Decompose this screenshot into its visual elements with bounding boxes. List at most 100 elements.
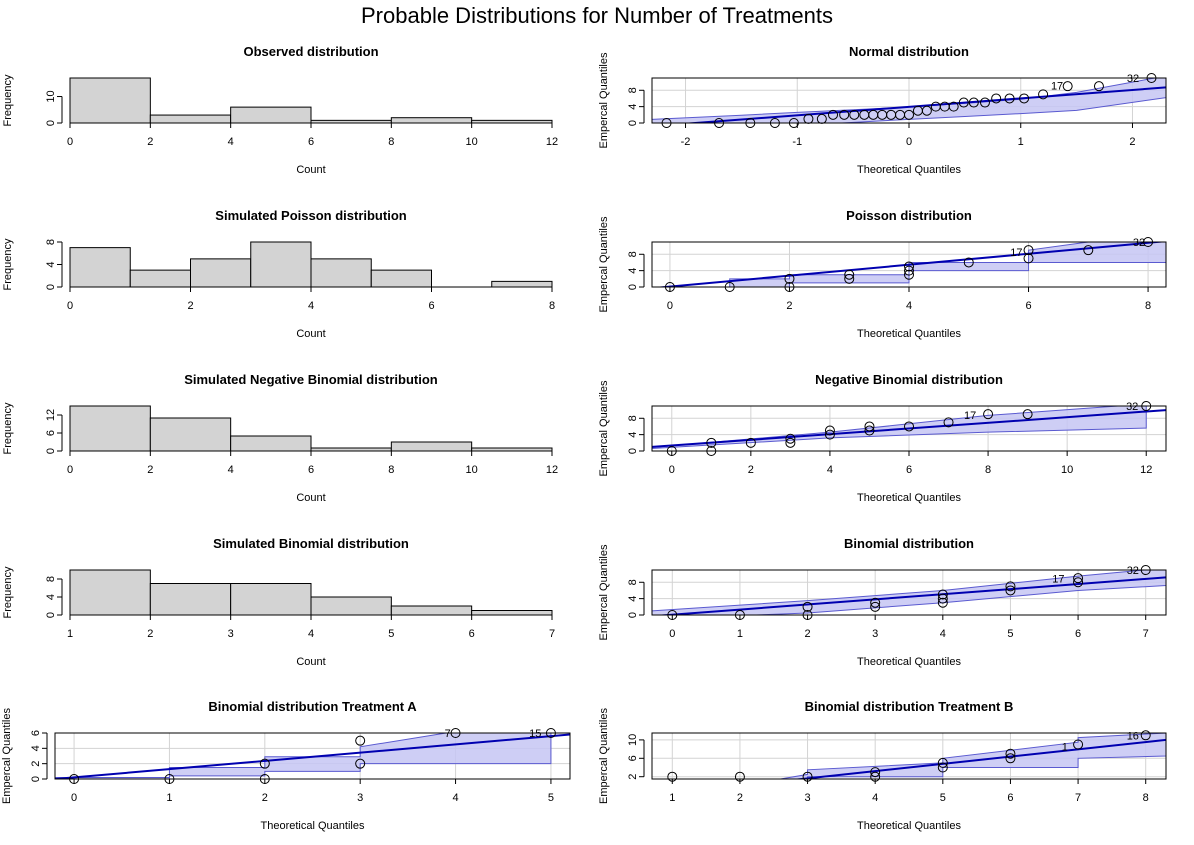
histogram-bar <box>390 441 473 452</box>
y-tick-label: 6 <box>627 755 639 761</box>
x-axis-label: Count <box>296 656 325 668</box>
data-point <box>968 97 979 108</box>
point-label: 17 <box>1051 80 1063 92</box>
histogram-bar <box>69 77 151 124</box>
panel-title: Simulated Negative Binomial distribution <box>184 372 438 387</box>
data-point <box>937 597 948 608</box>
histogram-bar <box>230 106 312 124</box>
x-axis: 1 2 3 4 5 6 7 8 <box>669 779 1149 804</box>
panel-title: Negative Binomial distribution <box>815 372 1003 387</box>
x-axis: -2 -1 0 1 2 <box>681 123 1136 148</box>
y-tick-label: 8 <box>627 87 639 93</box>
x-tick-label: 7 <box>1143 628 1149 640</box>
x-axis: 0 2 4 6 8 <box>667 287 1151 312</box>
data-point <box>1005 585 1016 596</box>
point-label: 32 <box>1133 237 1145 249</box>
y-tick-label: 6 <box>30 730 42 736</box>
x-tick-label: 3 <box>228 628 234 640</box>
y-tick-label: 2 <box>30 761 42 767</box>
x-tick-label: 2 <box>262 792 268 804</box>
y-axis-label: Frequency <box>2 566 14 618</box>
data-point <box>1023 253 1034 264</box>
x-axis: 0 2 4 6 8 10 12 <box>67 451 558 476</box>
data-point <box>839 109 850 120</box>
data-point <box>784 273 795 284</box>
data-point <box>355 735 366 746</box>
confidence-band <box>652 78 1166 123</box>
y-tick-label: 0 <box>45 120 57 126</box>
histogram-bar <box>491 280 553 288</box>
data-point <box>259 758 270 769</box>
x-tick-label: 3 <box>872 628 878 640</box>
points: 7 15 <box>69 728 556 784</box>
x-tick-label: 6 <box>1075 628 1081 640</box>
x-axis-label: Theoretical Quantiles <box>857 820 961 832</box>
x-tick-label: 4 <box>940 628 946 640</box>
histogram-bar <box>250 241 312 288</box>
x-tick-label: 0 <box>67 464 73 476</box>
x-tick-label: 5 <box>940 792 946 804</box>
point-label: 7 <box>445 728 451 740</box>
x-tick-label: 2 <box>748 464 754 476</box>
y-axis-label: Empercal Quantiles <box>1 708 13 804</box>
x-tick-label: 0 <box>667 300 673 312</box>
y-tick-label: 0 <box>45 612 57 618</box>
y-axis: 0 4 8 <box>45 239 63 290</box>
y-tick-label: 4 <box>30 745 42 751</box>
x-tick-label: 2 <box>147 628 153 640</box>
x-tick-label: 2 <box>786 300 792 312</box>
y-tick-label: 12 <box>45 409 57 421</box>
panel-2: Normal distribution 17 32 -2 -1 0 1 2 Theoretica… <box>598 44 1167 176</box>
data-point <box>1038 89 1049 100</box>
histogram-bar <box>149 417 232 452</box>
x-tick-label: 8 <box>1145 300 1151 312</box>
y-axis: 0 4 8 <box>627 87 645 126</box>
data-point <box>1073 577 1084 588</box>
x-axis-label: Theoretical Quantiles <box>857 656 961 668</box>
data-point <box>937 593 948 604</box>
data-point <box>983 409 994 420</box>
histogram-bar <box>390 117 473 124</box>
y-tick-label: 0 <box>627 120 639 126</box>
y-axis: 0 10 <box>45 90 63 126</box>
y-tick-label: 4 <box>627 268 639 274</box>
x-tick-label: 1 <box>669 792 675 804</box>
y-axis: 0 4 8 <box>627 251 645 290</box>
data-point <box>979 97 990 108</box>
point-label: 32 <box>1127 565 1139 577</box>
data-point <box>1005 748 1016 759</box>
panel-title: Binomial distribution Treatment A <box>208 699 417 714</box>
data-point <box>937 589 948 600</box>
panel-title: Simulated Poisson distribution <box>215 208 406 223</box>
y-axis-label: Empercal Quantiles <box>598 380 610 476</box>
y-axis: 0 4 8 <box>45 576 63 618</box>
histogram-bar <box>190 258 252 288</box>
y-tick-label: 10 <box>627 734 639 746</box>
histogram-bar <box>370 269 432 288</box>
data-point <box>864 425 875 436</box>
y-axis: 2 6 10 <box>627 734 645 780</box>
reference-line <box>792 738 1166 779</box>
panel-4: Poisson distribution 17 32 0 2 4 6 8 Theoretical… <box>598 208 1167 340</box>
x-tick-label: 6 <box>308 136 314 148</box>
x-tick-label: 12 <box>1140 464 1152 476</box>
y-axis: 0 6 12 <box>45 409 63 454</box>
panel-6: Negative Binomial distribution 17 32 0 2 4 6 8 1… <box>598 372 1167 504</box>
x-axis: 0 1 2 3 4 5 <box>71 779 554 804</box>
histogram-bar <box>69 247 131 288</box>
reference-line <box>654 576 1166 615</box>
histogram-bar <box>230 435 312 452</box>
histogram-bar <box>69 569 151 616</box>
x-tick-label: 4 <box>452 792 458 804</box>
histogram-bar <box>310 596 392 616</box>
data-point <box>904 421 914 432</box>
y-axis: 0 4 8 <box>627 579 645 618</box>
point-label: 17 <box>1052 574 1064 586</box>
panel-title: Observed distribution <box>243 44 378 59</box>
confidence-band <box>55 733 570 779</box>
y-tick-label: 4 <box>627 596 639 602</box>
histogram-bar <box>390 605 473 616</box>
data-point <box>1019 93 1030 104</box>
panel-1: Observed distribution 0 2 4 6 8 10 12 Count 0 10 Fr… <box>2 44 558 176</box>
histogram-bar <box>310 258 372 288</box>
